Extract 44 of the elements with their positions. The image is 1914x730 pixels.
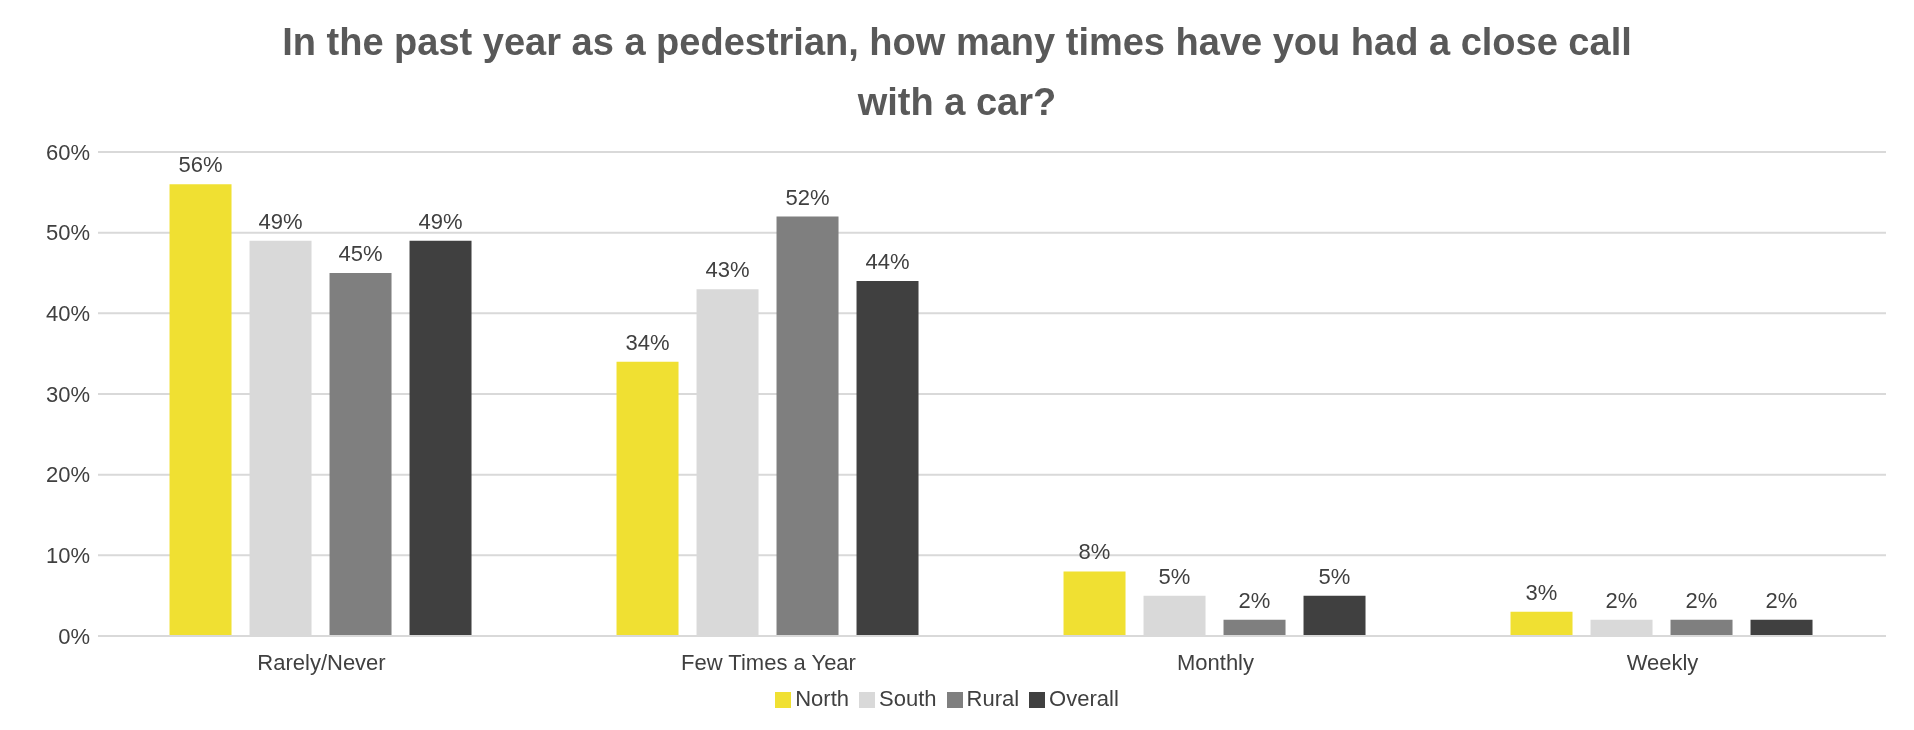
y-tick-label: 0% (58, 623, 90, 649)
y-tick-label: 20% (45, 462, 90, 488)
bar (1063, 571, 1126, 636)
x-tick-label: Few Times a Year (681, 649, 856, 675)
y-tick-label: 40% (45, 301, 90, 327)
data-label: 43% (705, 257, 750, 283)
data-label: 49% (418, 208, 463, 234)
chart-title: In the past year as a pedestrian, how many times have you had a close call with a car? (281, 20, 1633, 125)
data-label: 5% (1158, 563, 1191, 589)
bar (329, 273, 392, 636)
data-label: 52% (785, 184, 830, 210)
data-label: 3% (1525, 579, 1558, 605)
bar (856, 281, 919, 636)
data-label: 2% (1605, 587, 1638, 613)
data-label: 8% (1078, 539, 1111, 565)
x-tick-label: Monthly (1176, 649, 1255, 675)
data-label: 2% (1685, 587, 1718, 613)
legend-label: Overall (1049, 686, 1119, 711)
data-label: 49% (258, 208, 303, 234)
x-tick-label: Weekly (1626, 649, 1699, 675)
bar (776, 216, 839, 636)
bar (1670, 619, 1733, 636)
bar (616, 361, 679, 636)
data-label: 2% (1238, 587, 1271, 613)
bar (1303, 595, 1366, 636)
bar (1750, 619, 1813, 636)
data-label: 44% (865, 249, 910, 275)
data-label: 34% (625, 329, 670, 355)
y-tick-label: 30% (45, 381, 90, 407)
data-label: 2% (1765, 587, 1798, 613)
data-label: 45% (338, 241, 383, 266)
bar (1510, 611, 1573, 636)
y-tick-label: 50% (45, 220, 90, 246)
y-tick-label: 60% (45, 139, 90, 165)
bar (409, 240, 472, 636)
legend-label: South (879, 686, 937, 711)
x-tick-label: Rarely/Never (257, 649, 386, 675)
data-label: 56% (178, 152, 223, 178)
bar (169, 184, 232, 636)
y-tick-label: 10% (45, 543, 90, 569)
legend-label: Rural (966, 686, 1020, 711)
bar (1223, 619, 1286, 636)
data-label: 5% (1318, 563, 1351, 589)
legend-label: North (795, 686, 850, 711)
